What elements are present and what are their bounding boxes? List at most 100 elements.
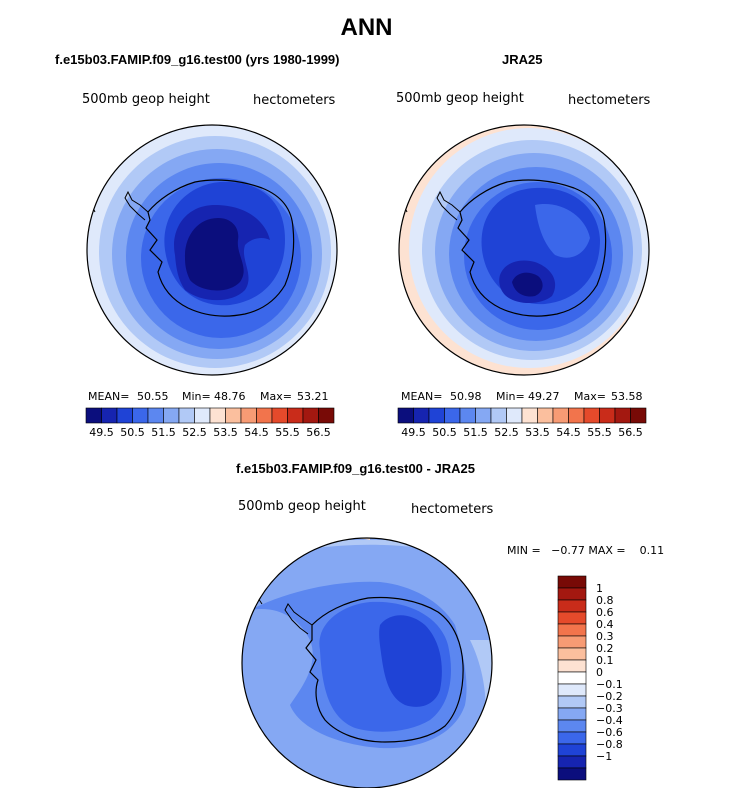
panel2-colorbar-box (475, 407, 492, 424)
diff-colorbar-box (557, 719, 587, 733)
panel1-colorbar-tick: 49.5 (89, 426, 114, 439)
panel1-variable-label: 500mb geop height (82, 92, 210, 107)
panel2-colorbar-box (614, 407, 631, 424)
panel2-colorbar-box (568, 407, 585, 424)
diff-band-minus0.6 (379, 615, 442, 707)
panel2-max-label: Max= (574, 390, 606, 403)
diff-colorbar-tick: 0.8 (596, 594, 614, 607)
diff-colorbar-box (557, 683, 587, 697)
panel2-colorbar-box (552, 407, 569, 424)
diff-colorbar-box (557, 647, 587, 661)
diff-colorbar-tick: −0.2 (596, 690, 623, 703)
panel2-mean-label: MEAN= (401, 390, 443, 403)
diff-colorbar-tick: 0.3 (596, 630, 614, 643)
diff-colorbar-box (557, 611, 587, 625)
diff-antarctica-coastline (305, 596, 464, 743)
panel1-colorbar: 49.5 50.5 51.5 52.5 53.5 54.5 55.5 56.5 (85, 407, 335, 439)
panel1-map (86, 124, 338, 376)
panel1-colorbar-box (256, 407, 273, 424)
diff-colorbar-box (557, 599, 587, 613)
panel1-colorbar-box (318, 407, 335, 424)
panel1-colorbar-box (101, 407, 118, 424)
diff-colorbar-tick: 1 (596, 582, 603, 595)
panel2-colorbar-box (397, 407, 414, 424)
panel2-units-label: hectometers (568, 93, 651, 108)
diff-panel-title: f.e15b03.FAMIP.f09_g16.test00 - JRA25 (236, 461, 475, 476)
panel1-units-label: hectometers (253, 93, 336, 108)
diff-colorbar-tick: −0.4 (596, 714, 623, 727)
panel2-colorbar-tick: 53.5 (525, 426, 550, 439)
diff-panel-minmax: MIN = −0.77 MAX = 0.11 (507, 544, 665, 557)
diff-colorbar-tick: 0.2 (596, 642, 614, 655)
panel2-colorbar-tick: 50.5 (432, 426, 457, 439)
panel2-colorbar-tick: 55.5 (587, 426, 612, 439)
panel2-colorbar-box (599, 407, 616, 424)
panel2-map (398, 124, 650, 376)
panel1-colorbar-box (302, 407, 319, 424)
panel2-colorbar-box (444, 407, 461, 424)
panel1-colorbar-box (116, 407, 133, 424)
diff-colorbar-tick: −0.1 (596, 678, 623, 691)
panel2-band-49 (512, 272, 543, 297)
panel1-colorbar-box (287, 407, 304, 424)
diff-map-border (241, 537, 493, 788)
diff-colorbar-tick: −0.3 (596, 702, 623, 715)
panel1-colorbar-box (163, 407, 180, 424)
panel1-colorbar-box (194, 407, 211, 424)
panel2-colorbar-tick: 52.5 (494, 426, 519, 439)
panel1-peninsula (124, 190, 149, 221)
diff-colorbar-box (557, 767, 587, 781)
panel1-band-49 (184, 218, 244, 291)
panel1-colorbar-tick: 51.5 (151, 426, 176, 439)
panel2-colorbar-box (521, 407, 538, 424)
diff-map (241, 537, 493, 788)
panel2-colorbar-box (428, 407, 445, 424)
diff-panel-units-label: hectometers (411, 502, 494, 517)
panel1-mean-value: 50.55 (137, 390, 169, 403)
diff-colorbar-box (557, 659, 587, 673)
diff-colorbar-box (557, 575, 587, 589)
diff-colorbar-tick: 0.4 (596, 618, 614, 631)
panel1-min-value: 48.76 (214, 390, 246, 403)
diff-colorbar-tick: 0.1 (596, 654, 614, 667)
panel1-mean-label: MEAN= (88, 390, 130, 403)
diff-colorbar-box (557, 635, 587, 649)
panel2-map-border (398, 124, 650, 376)
panel1-colorbar-tick: 54.5 (244, 426, 269, 439)
panel2-colorbar-tick: 51.5 (463, 426, 488, 439)
panel1-colorbar-box (132, 407, 149, 424)
panel2-variable-label: 500mb geop height (396, 91, 524, 106)
main-title: ANN (340, 14, 393, 41)
panel1-max-value: 53.21 (297, 390, 329, 403)
panel1-colorbar-tick: 53.5 (213, 426, 238, 439)
diff-colorbar-box (557, 743, 587, 757)
panel1-colorbar-tick: 56.5 (306, 426, 331, 439)
panel1-colorbar-box (225, 407, 242, 424)
diff-colorbar-tick: 0 (596, 666, 603, 679)
panel2-colorbar-box (630, 407, 647, 424)
diff-colorbar-tick: 0.6 (596, 606, 614, 619)
panel1-colorbar-tick: 50.5 (120, 426, 145, 439)
panel1-min-label: Min= (182, 390, 211, 403)
panel1-colorbar-tick: 55.5 (275, 426, 300, 439)
panel2-antarctica-coastline (457, 179, 607, 317)
panel2-colorbar-box (459, 407, 476, 424)
panel1-colorbar-box (271, 407, 288, 424)
panel1-colorbar-box (240, 407, 257, 424)
panel1-map-border (86, 124, 338, 376)
diff-colorbar-box (557, 755, 587, 769)
diff-colorbar-tick: −1 (596, 750, 612, 763)
panel2-colorbar-box (413, 407, 430, 424)
panel2-colorbar-box (537, 407, 554, 424)
panel1-max-label: Max= (260, 390, 292, 403)
diff-colorbar-box (557, 671, 587, 685)
diff-colorbar-box (557, 623, 587, 637)
panel2-colorbar-box (506, 407, 523, 424)
panel1-colorbar-box (85, 407, 102, 424)
panel2-max-value: 53.58 (611, 390, 643, 403)
diff-colorbar-box (557, 695, 587, 709)
panel2-mean-value: 50.98 (450, 390, 482, 403)
diff-panel-variable-label: 500mb geop height (238, 499, 366, 514)
diff-colorbar-tick: −0.6 (596, 726, 623, 739)
